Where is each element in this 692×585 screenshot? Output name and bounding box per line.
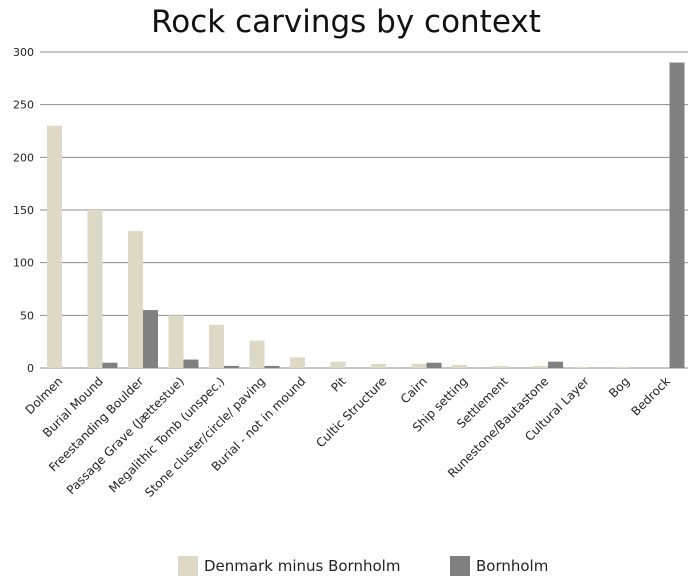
bar: [128, 231, 143, 368]
bar: [264, 365, 280, 368]
bar: [492, 365, 508, 368]
y-tick-label: 300: [13, 46, 34, 59]
bar: [47, 125, 62, 368]
x-tick-label: Cairn: [398, 374, 430, 406]
bar: [143, 310, 158, 368]
x-tick-label: Bog: [606, 374, 632, 400]
legend-label: Bornholm: [476, 557, 549, 575]
y-tick-label: 100: [13, 257, 34, 270]
bar: [249, 340, 265, 368]
bar: [87, 210, 103, 368]
bar: [548, 361, 563, 368]
y-tick-label: 250: [13, 99, 34, 112]
bar: [371, 363, 386, 368]
legend: Denmark minus Bornholm Bornholm: [0, 556, 692, 580]
bar: [183, 359, 199, 368]
chart-title: Rock carvings by context: [151, 4, 541, 40]
bar: [614, 366, 629, 368]
x-tick-label: Pit: [328, 374, 349, 395]
y-tick-label: 0: [27, 362, 34, 375]
bar: [533, 365, 548, 368]
y-tick-label: 200: [13, 151, 34, 164]
legend-item: Bornholm: [450, 556, 548, 576]
bar: [330, 361, 346, 368]
legend-label: Denmark minus Bornholm: [204, 557, 401, 575]
x-tick-label: Bedrock: [628, 374, 672, 418]
legend-item: Denmark minus Bornholm: [178, 556, 400, 576]
legend-swatch: [450, 556, 470, 576]
bar: [573, 366, 589, 368]
x-tick-label: Cultic Structure: [313, 374, 389, 450]
y-tick-label: 50: [20, 309, 34, 322]
bar: [426, 362, 442, 368]
bar: [209, 324, 224, 368]
bar: [411, 363, 427, 368]
bar: [669, 62, 685, 369]
bar: [290, 357, 305, 368]
bar: [224, 365, 239, 368]
bar: [452, 364, 467, 368]
legend-swatch: [178, 556, 198, 576]
bar: [102, 362, 118, 368]
y-tick-label: 150: [13, 204, 34, 217]
bar: [168, 315, 184, 368]
